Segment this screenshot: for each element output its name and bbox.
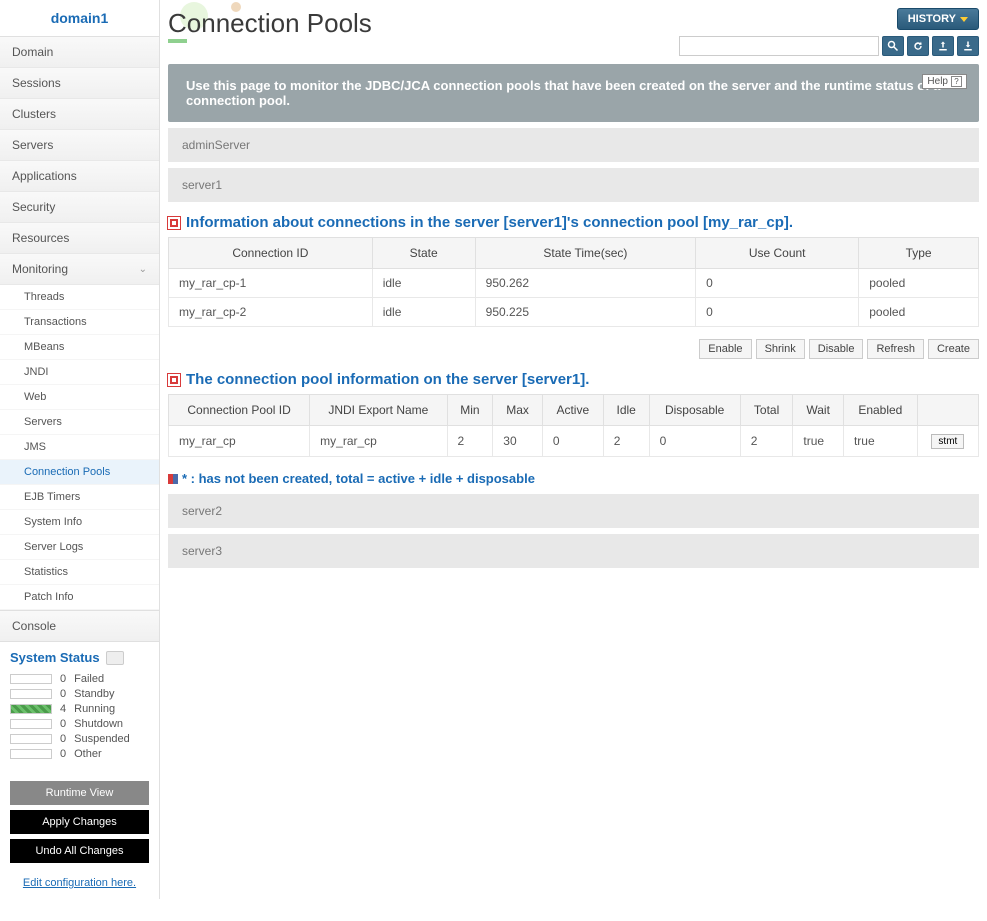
status-shutdown: 0Shutdown [10, 718, 149, 730]
nav-servers[interactable]: Servers [0, 130, 159, 161]
enable-button[interactable]: Enable [699, 339, 751, 359]
subnav-jms[interactable]: JMS [0, 435, 159, 460]
nav-domain[interactable]: Domain [0, 37, 159, 68]
help-icon: ? [951, 76, 962, 87]
edit-config-link[interactable]: Edit configuration here. [0, 873, 159, 899]
table-header: Idle [603, 395, 649, 426]
nav-resources[interactable]: Resources [0, 223, 159, 254]
status-bar [10, 749, 52, 759]
legend-icon [168, 474, 178, 484]
table-header: State Time(sec) [475, 238, 695, 269]
nav-monitoring[interactable]: Monitoring ⌄ [0, 254, 159, 285]
subnav-connection-pools[interactable]: Connection Pools [0, 460, 159, 485]
system-status-panel: System Status 0Failed 0Standby 4Running 0Sh… [0, 642, 159, 771]
undo-all-changes-button[interactable]: Undo All Changes [10, 839, 149, 863]
subnav-web[interactable]: Web [0, 385, 159, 410]
runtime-view-button[interactable]: Runtime View [10, 781, 149, 805]
system-status-title: System Status [10, 650, 100, 665]
table-header: Min [447, 395, 493, 426]
table-header: Max [493, 395, 543, 426]
status-running: 4Running [10, 703, 149, 715]
refresh-icon[interactable] [907, 36, 929, 56]
create-button[interactable]: Create [928, 339, 979, 359]
table-header: Use Count [696, 238, 859, 269]
pool-info-table: Connection Pool IDJNDI Export NameMinMax… [168, 394, 979, 457]
subnav-server-logs[interactable]: Server Logs [0, 535, 159, 560]
section-icon [168, 374, 180, 386]
status-bar [10, 704, 52, 714]
search-input[interactable] [679, 36, 879, 56]
page-title: Connection Pools [168, 8, 372, 39]
help-button[interactable]: Help ? [922, 74, 967, 89]
subnav-servers[interactable]: Servers [0, 410, 159, 435]
main-content: Connection Pools HISTORY Use this page t… [160, 0, 987, 899]
subnav-threads[interactable]: Threads [0, 285, 159, 310]
disable-button[interactable]: Disable [809, 339, 864, 359]
table-header: Enabled [843, 395, 917, 426]
stmt-button[interactable]: stmt [931, 434, 964, 449]
section2-title: The connection pool information on the s… [168, 371, 979, 388]
table-header: State [372, 238, 475, 269]
table-header: Total [740, 395, 793, 426]
status-other: 0Other [10, 748, 149, 760]
nav-console[interactable]: Console [0, 610, 159, 642]
subnav-system-info[interactable]: System Info [0, 510, 159, 535]
legend-note: * : has not been created, total = active… [168, 471, 979, 486]
table-row: my_rar_cp-2idle950.2250pooled [169, 298, 979, 327]
shrink-button[interactable]: Shrink [756, 339, 805, 359]
status-suspended: 0Suspended [10, 733, 149, 745]
table-row: my_rar_cp-1idle950.2620pooled [169, 269, 979, 298]
subnav-mbeans[interactable]: MBeans [0, 335, 159, 360]
chevron-down-icon: ⌄ [139, 264, 147, 275]
export-icon[interactable] [932, 36, 954, 56]
status-failed: 0Failed [10, 673, 149, 685]
sidebar: domain1 DomainSessionsClustersServersApp… [0, 0, 160, 899]
apply-changes-button[interactable]: Apply Changes [10, 810, 149, 834]
nav-clusters[interactable]: Clusters [0, 99, 159, 130]
import-icon[interactable] [957, 36, 979, 56]
server-server1[interactable]: server1 [168, 168, 979, 202]
history-button[interactable]: HISTORY [897, 8, 979, 30]
subnav-jndi[interactable]: JNDI [0, 360, 159, 385]
server-server2[interactable]: server2 [168, 494, 979, 528]
table-header: Active [542, 395, 603, 426]
table-header [917, 395, 978, 426]
info-banner: Use this page to monitor the JDBC/JCA co… [168, 64, 979, 122]
table-header: Wait [793, 395, 844, 426]
server-adminserver[interactable]: adminServer [168, 128, 979, 162]
table-header: Type [859, 238, 979, 269]
table-header: Connection Pool ID [169, 395, 310, 426]
connections-table: Connection IDStateState Time(sec)Use Cou… [168, 237, 979, 327]
chevron-down-icon [960, 17, 968, 22]
nav-sessions[interactable]: Sessions [0, 68, 159, 99]
table-header: JNDI Export Name [310, 395, 447, 426]
nav-security[interactable]: Security [0, 192, 159, 223]
search-icon[interactable] [882, 36, 904, 56]
subnav-statistics[interactable]: Statistics [0, 560, 159, 585]
table-header: Connection ID [169, 238, 373, 269]
status-panel-icon [106, 651, 124, 665]
domain-header[interactable]: domain1 [0, 0, 159, 37]
subnav-transactions[interactable]: Transactions [0, 310, 159, 335]
table-header: Disposable [649, 395, 740, 426]
nav-applications[interactable]: Applications [0, 161, 159, 192]
server-server3[interactable]: server3 [168, 534, 979, 568]
refresh-button[interactable]: Refresh [867, 339, 924, 359]
subnav-patch-info[interactable]: Patch Info [0, 585, 159, 610]
subnav-ejb-timers[interactable]: EJB Timers [0, 485, 159, 510]
status-bar [10, 719, 52, 729]
section1-title: Information about connections in the ser… [168, 214, 979, 231]
status-bar [10, 734, 52, 744]
table-row: my_rar_cpmy_rar_cp2300202truetruestmt [169, 426, 979, 457]
status-bar [10, 674, 52, 684]
status-bar [10, 689, 52, 699]
section-icon [168, 217, 180, 229]
status-standby: 0Standby [10, 688, 149, 700]
